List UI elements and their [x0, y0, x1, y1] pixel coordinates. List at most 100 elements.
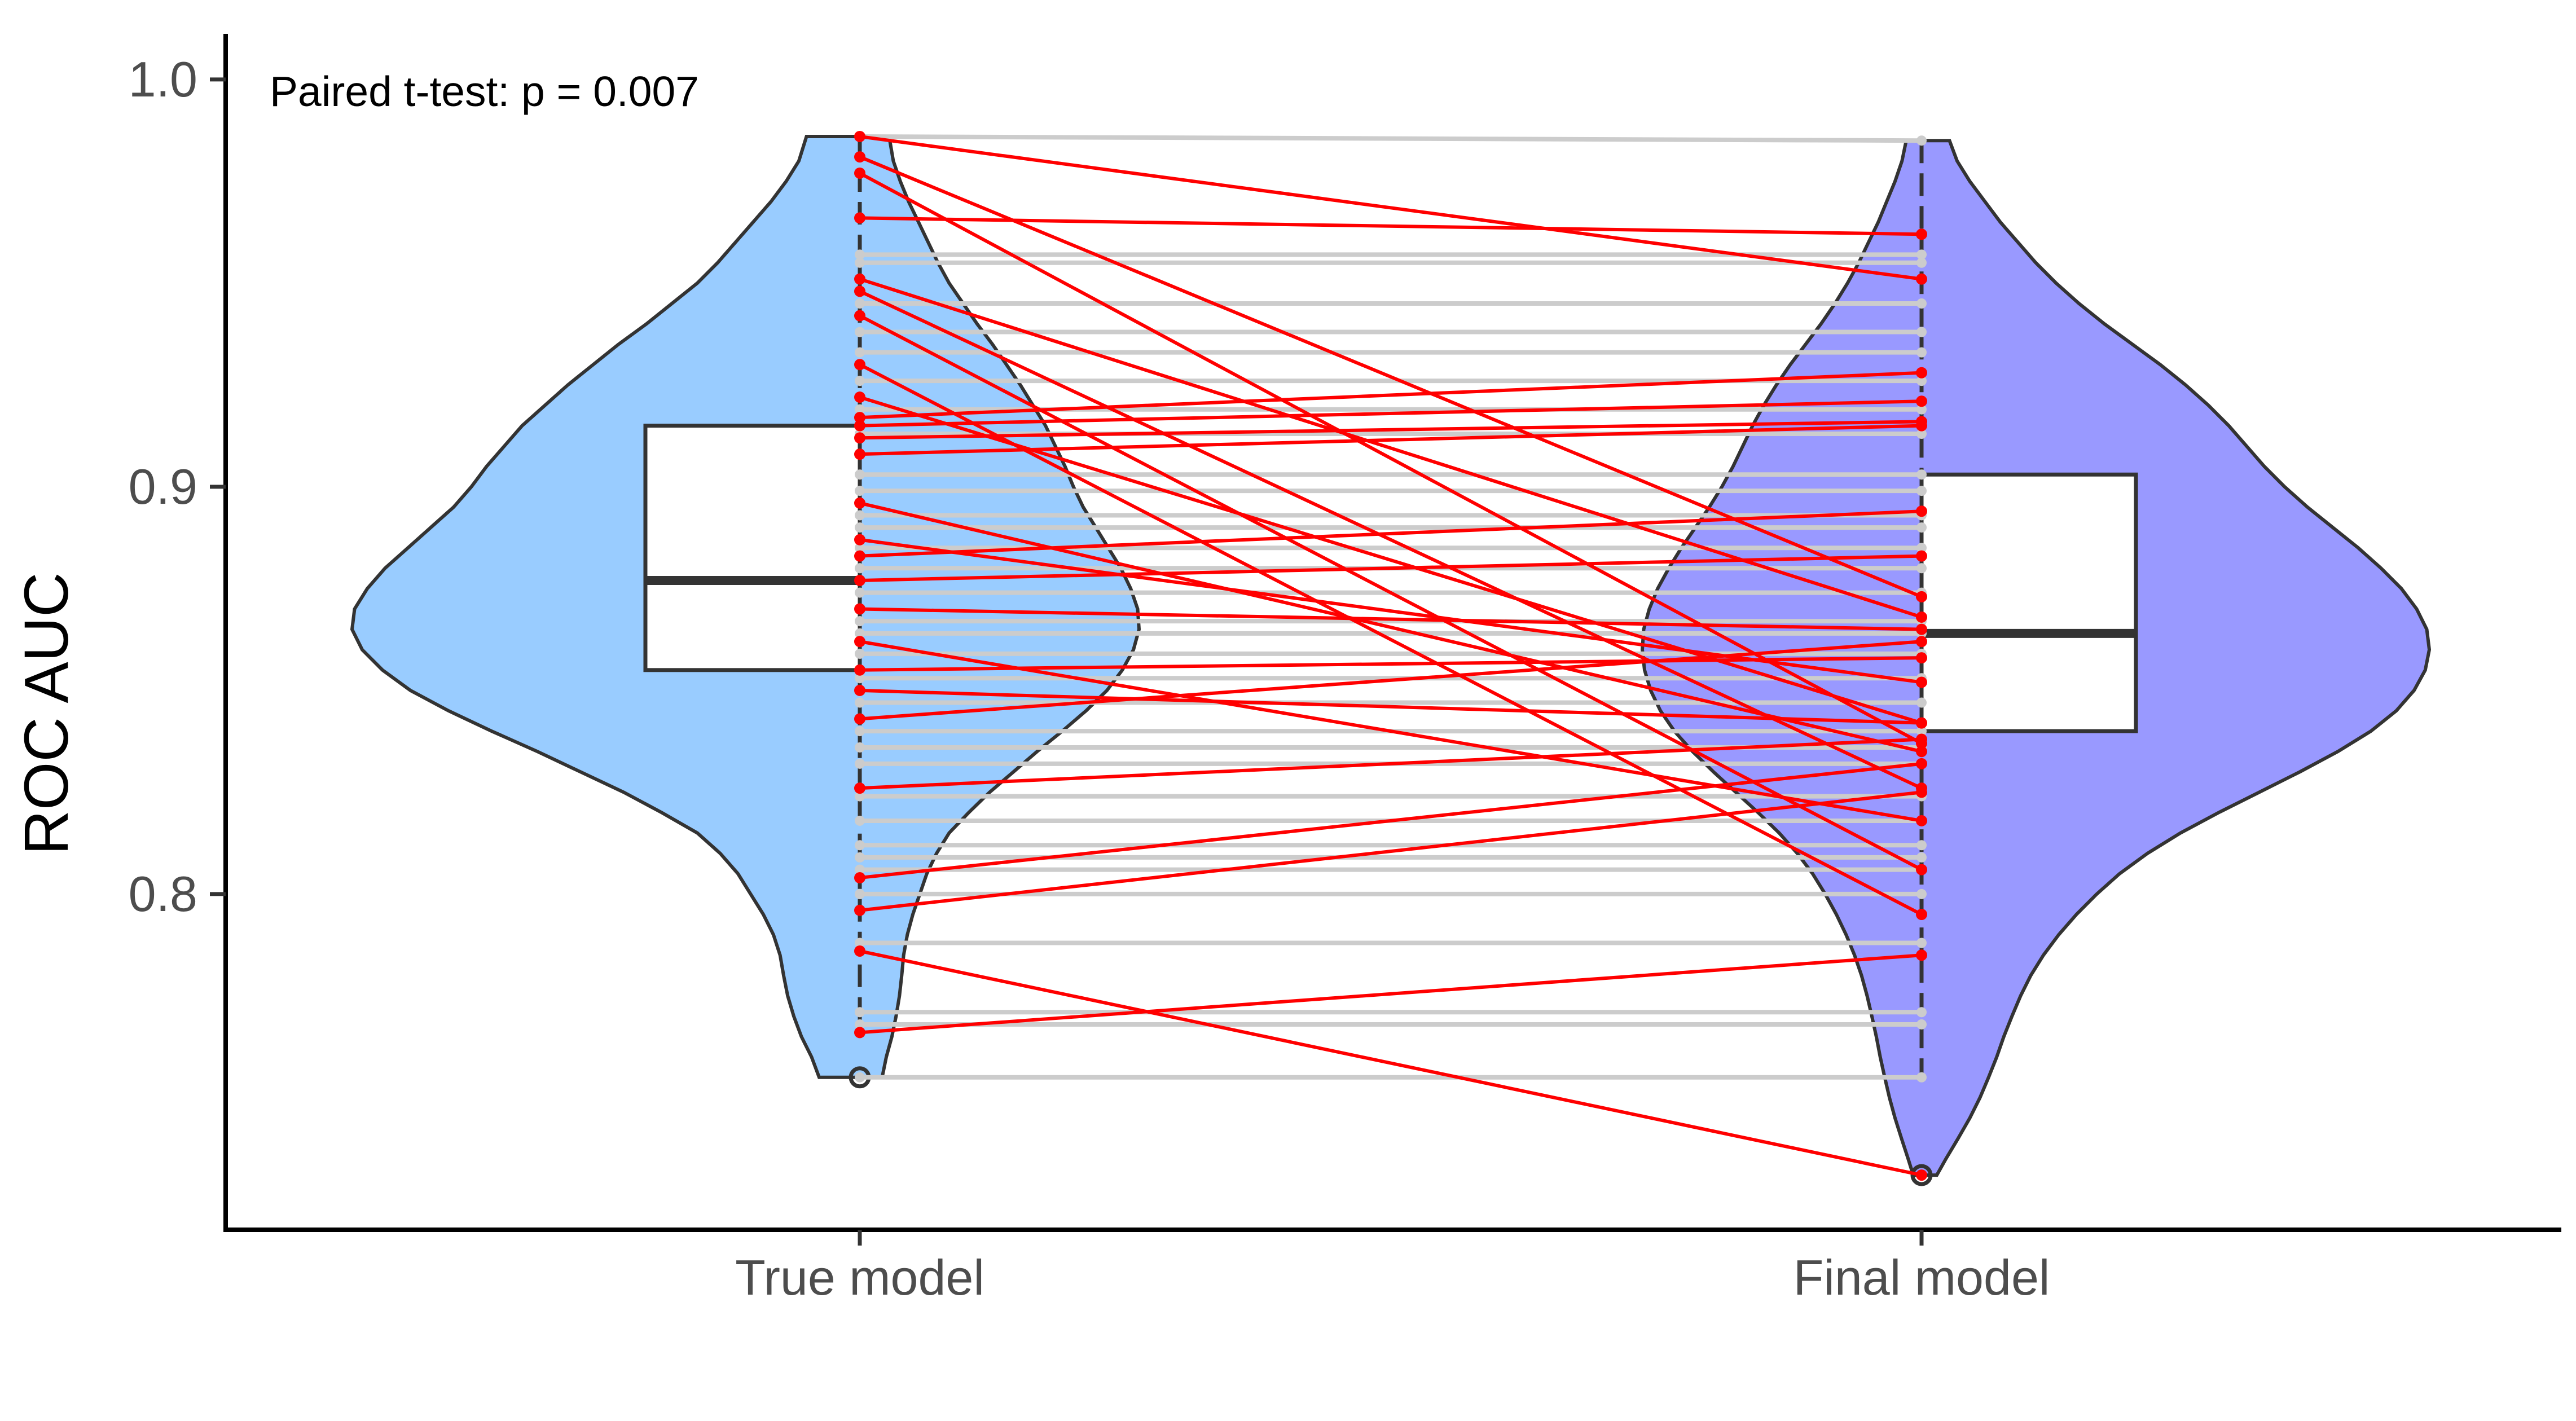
- pair-line-changed: [859, 949, 1922, 1177]
- boxplot-final-model: [1910, 140, 2138, 1186]
- pair-point-final: [1916, 543, 1927, 553]
- pair-point-true: [855, 938, 865, 948]
- t-test-annotation: Paired t-test: p = 0.007: [270, 68, 699, 115]
- pair-point-final: [1916, 522, 1927, 533]
- pair-point-final: [1916, 733, 1927, 745]
- pair-lines-layer: [854, 130, 1927, 1181]
- pair-point-final: [1916, 563, 1927, 574]
- x-tick-label: True model: [735, 1250, 984, 1305]
- pair-point-final: [1916, 726, 1927, 737]
- pair-line-unchanged: [859, 134, 1922, 143]
- pair-point-true: [854, 167, 865, 179]
- pair-point-true: [854, 412, 865, 424]
- pair-point-true: [855, 522, 865, 533]
- pair-point-final: [1916, 652, 1927, 664]
- pair-line-changed: [859, 762, 1922, 880]
- pair-point-final: [1916, 550, 1927, 562]
- pair-point-true: [854, 497, 865, 509]
- boxplot-true-model: [643, 136, 871, 1089]
- pair-point-true: [855, 347, 865, 358]
- pair-point-final: [1916, 257, 1927, 268]
- pair-point-true: [854, 945, 865, 957]
- pair-line-changed: [859, 953, 1922, 1035]
- box-iqr: [643, 424, 862, 672]
- pair-point-true: [855, 376, 865, 386]
- pair-point-true: [854, 310, 865, 322]
- pair-point-final: [1916, 1169, 1927, 1181]
- pair-point-final: [1916, 404, 1927, 415]
- pair-point-true: [855, 563, 865, 574]
- pair-point-true: [854, 432, 865, 444]
- pair-line-changed: [859, 688, 1922, 725]
- pair-point-true: [855, 628, 865, 639]
- pair-point-true: [855, 298, 865, 309]
- pair-line-changed: [859, 420, 1922, 440]
- outlier-point: [1910, 1164, 1933, 1186]
- pair-point-final: [1916, 298, 1927, 309]
- pair-line-changed: [859, 216, 1922, 236]
- pair-point-final: [1916, 758, 1927, 769]
- pair-point-final: [1916, 1007, 1927, 1018]
- pair-point-final: [1916, 228, 1927, 240]
- pair-point-final: [1916, 949, 1927, 961]
- pair-point-true: [855, 888, 865, 899]
- pair-point-true: [855, 327, 865, 337]
- pair-point-true: [854, 448, 865, 460]
- pair-point-true: [854, 782, 865, 794]
- pair-point-true: [855, 1019, 865, 1030]
- pair-point-true: [854, 359, 865, 371]
- pair-point-true: [855, 249, 865, 260]
- pair-point-true: [855, 742, 865, 753]
- pair-point-true: [854, 684, 865, 696]
- pair-point-true: [854, 212, 865, 224]
- pair-point-true: [855, 1072, 865, 1083]
- pair-point-final: [1916, 840, 1927, 851]
- pair-point-true: [854, 603, 865, 615]
- pair-point-final: [1916, 815, 1927, 826]
- box-layer: [643, 136, 2138, 1186]
- pair-line-changed: [859, 554, 1922, 582]
- pair-line-changed: [859, 399, 1922, 428]
- pair-point-true: [855, 815, 865, 826]
- pair-point-final: [1916, 486, 1927, 496]
- pair-line-changed: [859, 640, 1922, 822]
- pair-point-final: [1916, 376, 1927, 386]
- axis-layer: 0.8 0.9 1.0 True model Final model: [129, 34, 2561, 1305]
- pair-point-true: [855, 758, 865, 769]
- pair-point-final: [1916, 697, 1927, 708]
- pair-line-changed: [859, 371, 1922, 420]
- pair-line-changed: [859, 424, 1922, 456]
- pair-point-final: [1916, 469, 1927, 480]
- pair-point-final: [1916, 909, 1927, 920]
- pair-point-true: [855, 840, 865, 851]
- pair-point-true: [855, 486, 865, 496]
- pair-point-final: [1916, 746, 1927, 758]
- pair-point-true: [855, 648, 865, 659]
- pair-point-true: [854, 872, 865, 884]
- pair-point-final: [1916, 1019, 1927, 1030]
- pair-line-changed: [859, 289, 1923, 790]
- pair-point-true: [854, 391, 865, 403]
- pair-point-true: [854, 713, 865, 725]
- pair-point-true: [855, 791, 865, 802]
- pair-point-true: [855, 697, 865, 708]
- pair-point-true: [854, 420, 865, 432]
- pair-point-final: [1916, 429, 1927, 439]
- pair-point-final: [1916, 676, 1927, 688]
- pair-point-true: [855, 864, 865, 875]
- pair-point-true: [854, 130, 865, 142]
- pair-point-true: [854, 664, 865, 676]
- pair-line-changed: [859, 509, 1922, 558]
- pair-point-final: [1916, 347, 1927, 358]
- y-tick-label: 0.9: [129, 459, 197, 514]
- pair-line-changed: [859, 363, 1923, 916]
- pair-point-final: [1916, 786, 1927, 798]
- pair-point-true: [855, 469, 865, 480]
- pair-point-true: [855, 404, 865, 415]
- pair-point-true: [855, 673, 865, 684]
- pair-line-changed: [859, 656, 1922, 672]
- pair-point-final: [1916, 505, 1927, 517]
- pair-point-final: [1916, 273, 1927, 285]
- pair-point-final: [1916, 623, 1927, 635]
- pair-line-changed: [859, 135, 1922, 281]
